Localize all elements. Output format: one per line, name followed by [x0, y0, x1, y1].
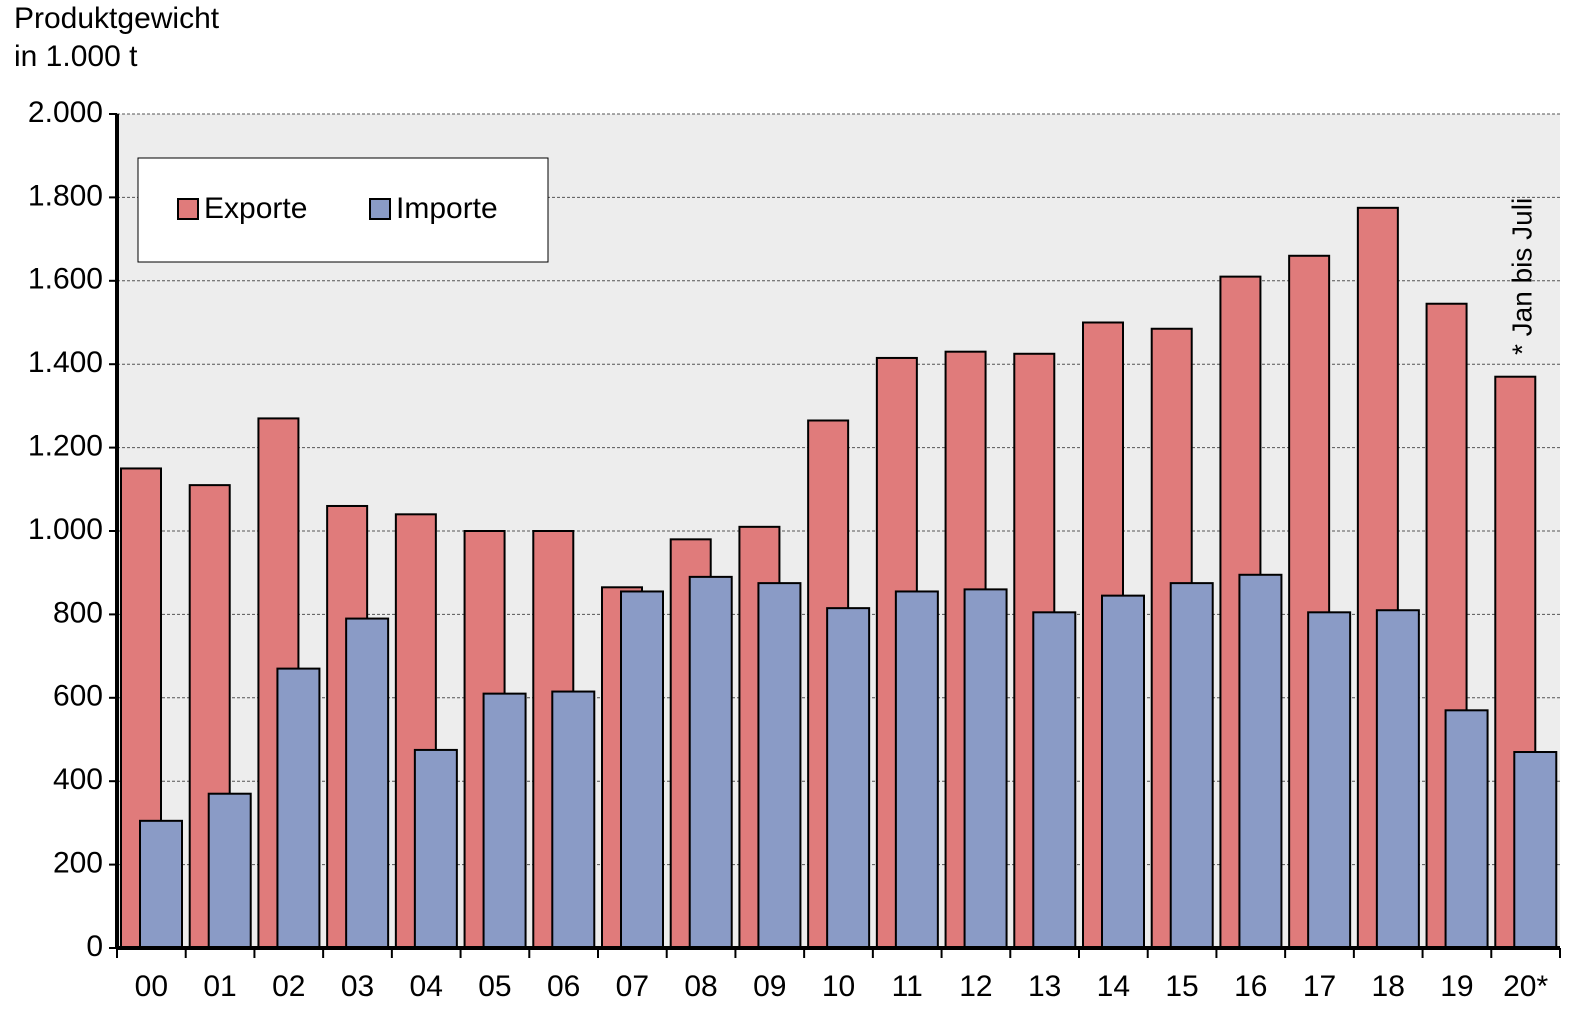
x-tick-label: 14 — [1097, 970, 1130, 1003]
x-tick-label: 00 — [135, 970, 168, 1003]
x-tick-label: 03 — [341, 970, 374, 1003]
x-tick-label: 01 — [203, 970, 236, 1003]
y-axis-label: in 1.000 t — [14, 40, 138, 73]
y-tick-label: 600 — [53, 680, 103, 713]
x-tick-label: 13 — [1028, 970, 1061, 1003]
x-tick-label: 05 — [478, 970, 511, 1003]
bar — [1101, 594, 1145, 949]
y-tick-label: 800 — [53, 596, 103, 629]
bar — [1513, 751, 1558, 950]
legend-swatch — [177, 198, 199, 220]
y-tick-label: 1.800 — [28, 179, 103, 212]
legend-label: Exporte — [204, 192, 307, 225]
annotation: * Jan bis Juli — [1506, 198, 1537, 355]
bar — [894, 590, 939, 950]
x-tick-label: 07 — [616, 970, 649, 1003]
bar — [413, 748, 458, 949]
x-tick-label: 04 — [410, 970, 443, 1003]
bar — [139, 819, 183, 949]
bar — [207, 792, 252, 950]
y-axis-label: Produktgewicht — [14, 2, 220, 35]
x-tick-label: 09 — [753, 970, 786, 1003]
legend-label: Importe — [396, 192, 498, 225]
bar — [1444, 709, 1489, 949]
x-tick-label: 17 — [1303, 970, 1336, 1003]
legend-swatch — [369, 198, 391, 220]
bar — [1238, 573, 1283, 949]
x-tick-label: 06 — [547, 970, 580, 1003]
y-tick-label: 0 — [86, 930, 103, 963]
legend — [137, 157, 549, 263]
bar — [276, 667, 321, 949]
x-tick-label: 20* — [1503, 970, 1548, 1003]
y-tick-label: 2.000 — [28, 96, 103, 129]
bar — [688, 575, 733, 949]
bar — [482, 692, 527, 949]
bar — [1375, 609, 1420, 949]
y-tick-label: 1.400 — [28, 346, 103, 379]
x-tick-label: 10 — [822, 970, 855, 1003]
y-tick-label: 400 — [53, 763, 103, 796]
bar — [345, 617, 390, 949]
y-tick-label: 1.000 — [28, 513, 103, 546]
bar — [1307, 611, 1352, 949]
bar — [963, 588, 1008, 949]
x-tick-label: 12 — [959, 970, 992, 1003]
y-tick-label: 1.200 — [28, 430, 103, 463]
bar — [757, 582, 802, 949]
bar — [551, 690, 596, 949]
x-tick-label: 11 — [892, 970, 923, 1003]
x-tick-label: 16 — [1234, 970, 1267, 1003]
bar — [1169, 582, 1214, 949]
bar — [620, 590, 664, 950]
x-tick-label: 08 — [684, 970, 717, 1003]
x-tick-label: 19 — [1440, 970, 1473, 1003]
y-tick-label: 200 — [53, 847, 103, 880]
y-tick-label: 1.600 — [28, 263, 103, 296]
x-tick-label: 15 — [1165, 970, 1198, 1003]
x-tick-label: 02 — [272, 970, 305, 1003]
bar — [1032, 611, 1077, 949]
bar — [826, 607, 871, 950]
x-tick-label: 18 — [1372, 970, 1405, 1003]
